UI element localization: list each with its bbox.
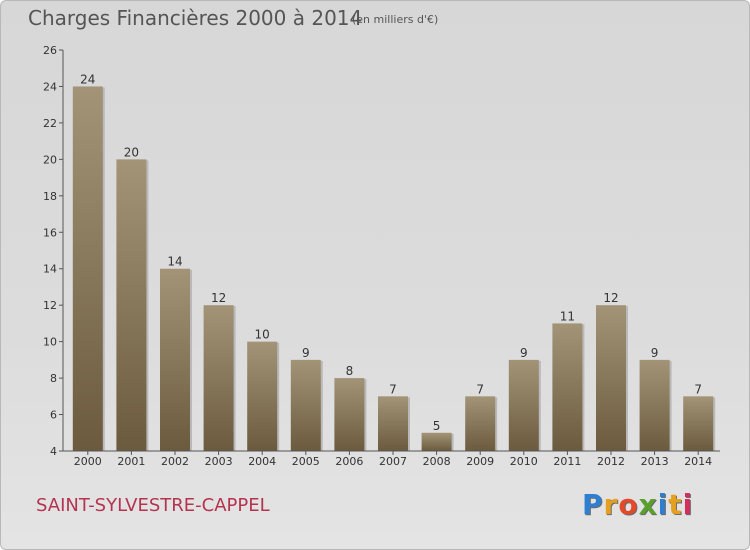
bar [683,396,714,451]
x-tick-label: 2002 [161,455,189,468]
bar [508,359,539,451]
x-tick-label: 2006 [335,455,363,468]
bar [334,378,365,451]
bars-group: 24 20 14 12 10 9 8 7 5 7 9 11 12 9 7 [72,72,716,452]
bar-value-label: 14 [167,255,182,269]
y-tick-label: 6 [50,409,57,422]
bar [465,396,496,451]
x-tick-label: 2012 [597,455,625,468]
bar-value-label: 8 [346,364,354,378]
y-tick-label: 18 [43,190,57,203]
bar-value-label: 5 [433,419,441,433]
bar [72,86,103,452]
chart-subtitle: (en milliers d'€) [352,13,439,26]
bar-value-label: 12 [211,291,226,305]
bar-value-label: 20 [124,145,139,159]
y-tick-label: 14 [43,263,57,276]
bar [596,305,626,451]
proxiti-logo: Proxiti [582,488,693,521]
bar-value-label: 11 [560,309,575,323]
logo-letter: x [638,488,658,521]
logo-letter: r [603,488,619,521]
x-tick-label: 2004 [248,455,276,468]
logo-letter: t [668,488,683,521]
bar [639,359,670,451]
chart-title: Charges Financières 2000 à 2014 [28,6,363,30]
bar [378,396,408,451]
bar [421,432,452,451]
x-tick-label: 2005 [292,455,320,468]
x-tick-label: 2009 [466,455,494,468]
x-tick-label: 2000 [74,455,102,468]
bar [247,341,278,451]
bar [203,305,234,451]
axes-group: 2000 2001 2002 2003 2004 2005 2006 2007 2008 2009… [43,44,720,468]
bar [160,268,190,451]
x-tick-label: 2010 [510,455,538,468]
logo-letter: i [657,488,669,521]
bar-value-label: 9 [520,346,528,360]
y-tick-label: 24 [43,80,57,93]
x-tick-label: 2001 [117,455,145,468]
x-tick-label: 2003 [205,455,233,468]
bar [290,359,321,451]
bar-value-label: 7 [694,382,702,396]
y-tick-label: 20 [43,153,57,166]
bar-value-label: 10 [255,328,270,342]
x-tick-label: 2011 [553,455,581,468]
y-tick-label: 16 [43,226,57,239]
logo-letter: i [682,488,694,521]
y-tick-label: 22 [43,117,57,130]
y-tick-label: 4 [50,445,57,458]
bar-value-label: 7 [389,382,397,396]
y-tick-label: 10 [43,336,57,349]
bar [552,323,583,451]
bar-value-label: 12 [603,291,618,305]
y-tick-label: 8 [50,372,57,385]
x-tick-label: 2007 [379,455,407,468]
bar-value-label: 9 [302,346,310,360]
bar-value-label: 9 [651,346,659,360]
bar [116,159,147,451]
x-tick-label: 2008 [423,455,451,468]
y-tick-label: 26 [43,44,57,57]
y-tick-label: 12 [43,299,57,312]
bar-value-label: 24 [80,72,95,86]
logo-letter: o [618,488,639,521]
commune-name: SAINT-SYLVESTRE-CAPPEL [36,495,270,516]
x-tick-label: 2014 [684,455,712,468]
x-tick-label: 2013 [641,455,669,468]
logo-letter: P [582,488,604,521]
bar-value-label: 7 [476,382,484,396]
